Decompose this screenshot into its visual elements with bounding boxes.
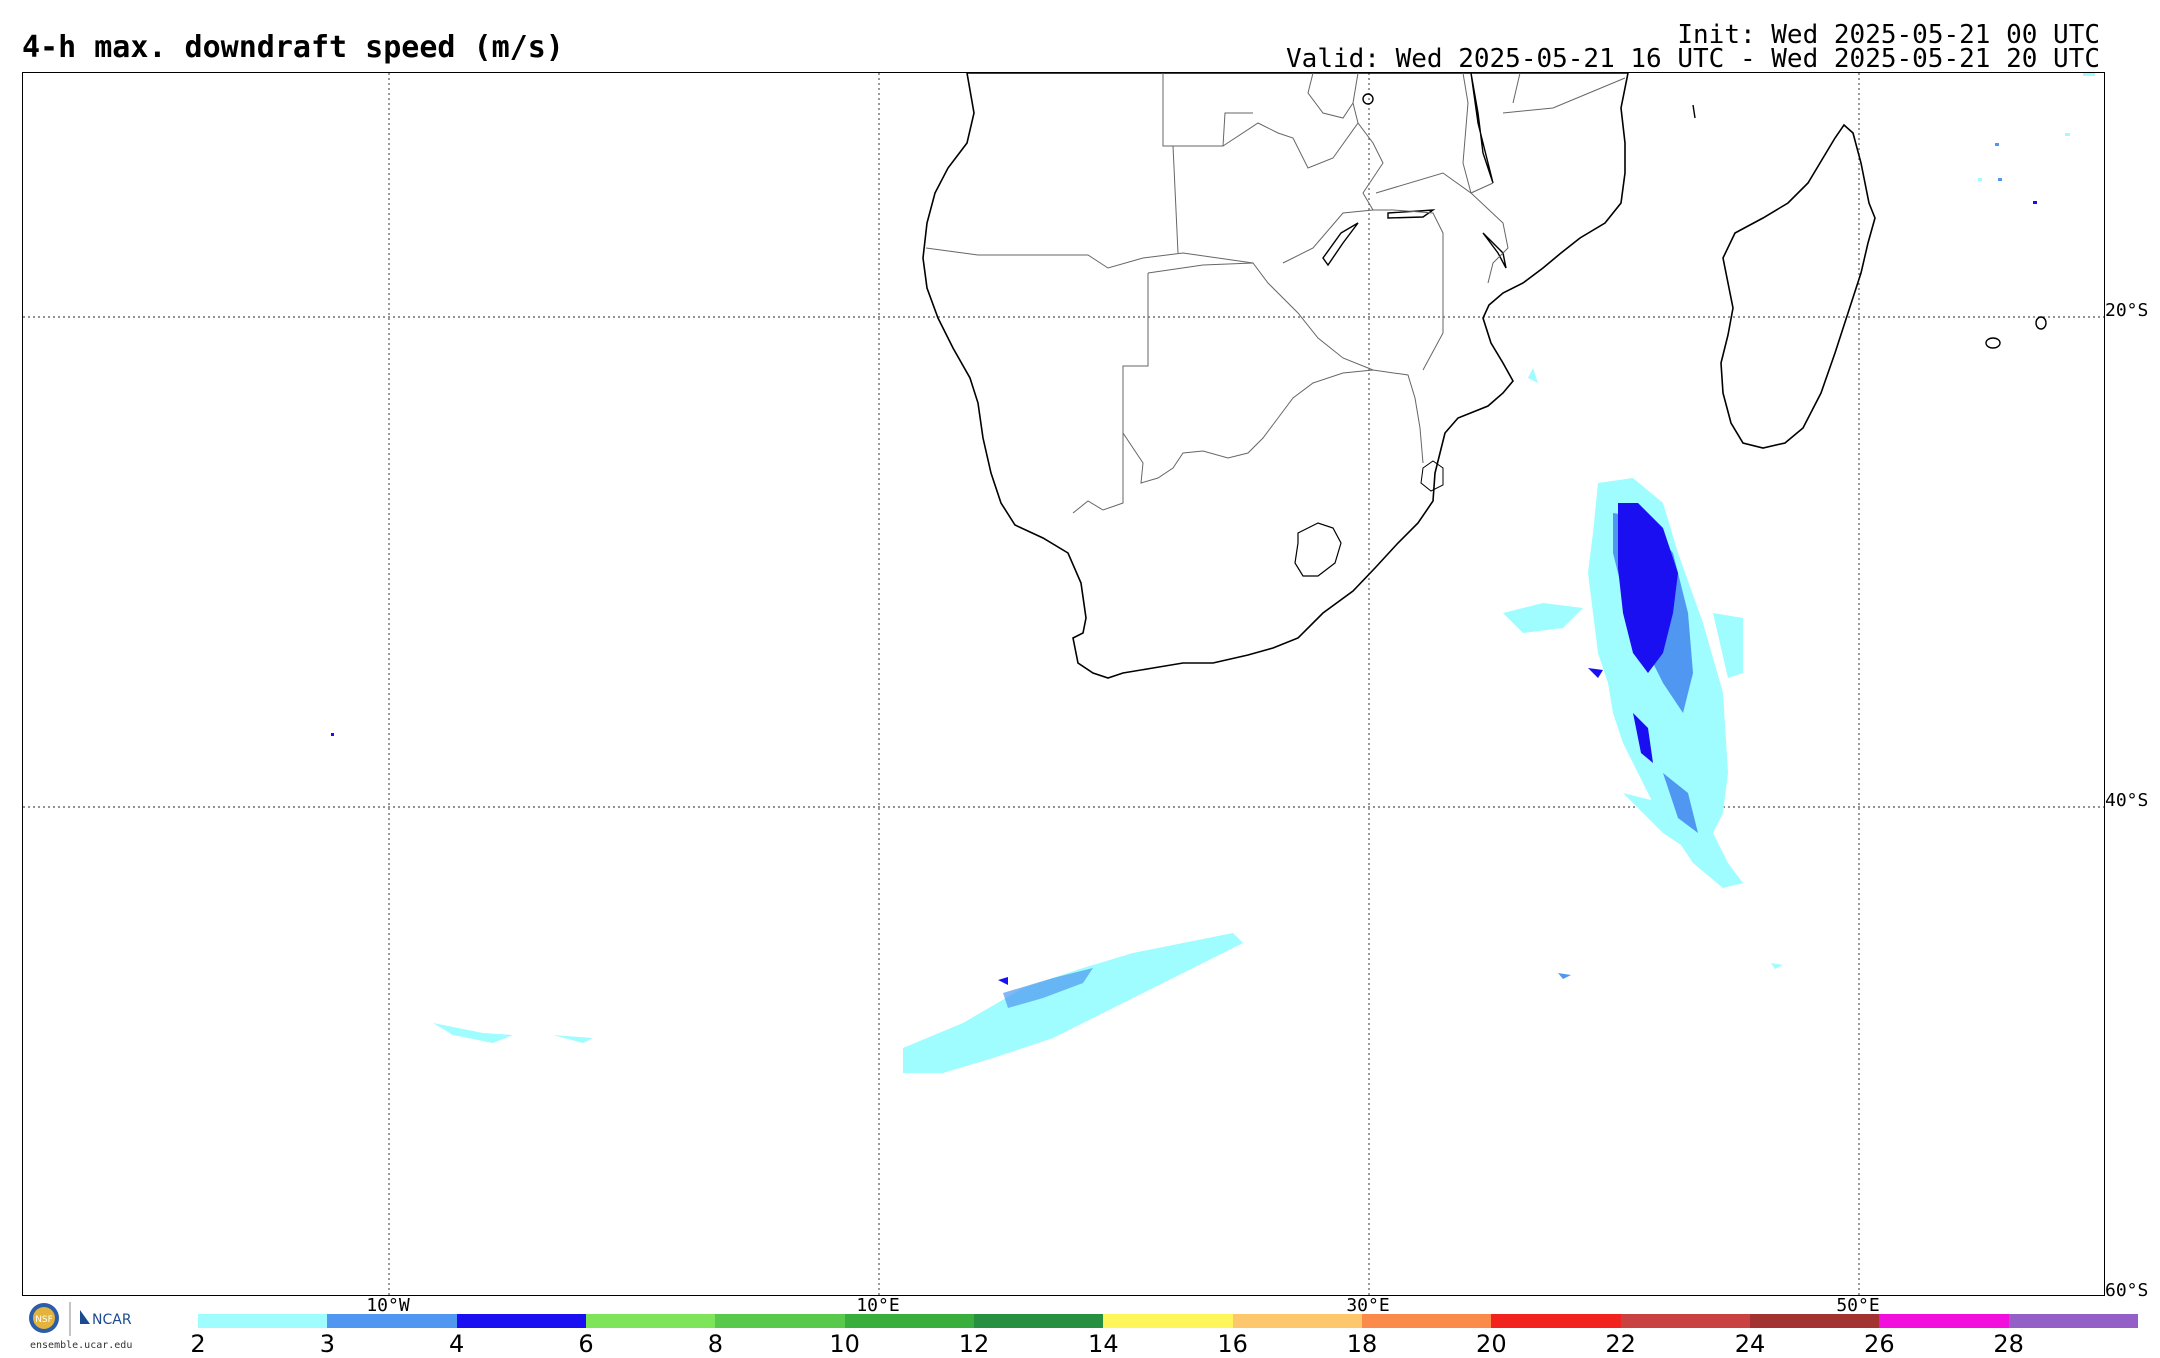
colorbar bbox=[198, 1314, 2138, 1328]
lon-label-50e: 50°E bbox=[1836, 1295, 1880, 1316]
colorbar-tick: 24 bbox=[1734, 1330, 1766, 1358]
colorbar-swatch bbox=[715, 1314, 845, 1328]
valid-time: Valid: Wed 2025-05-21 16 UTC - Wed 2025-… bbox=[1286, 44, 2100, 74]
lat-label-60s: 60°S bbox=[2105, 1280, 2149, 1301]
map-canvas bbox=[23, 73, 2104, 1295]
colorbar-swatch bbox=[1103, 1314, 1233, 1328]
lon-label-30e: 30°E bbox=[1346, 1295, 1390, 1316]
downdraft-shading bbox=[331, 73, 2095, 1073]
colorbar-tick: 26 bbox=[1864, 1330, 1895, 1358]
colorbar-swatch bbox=[1620, 1314, 1750, 1328]
lesotho bbox=[1294, 522, 1342, 577]
colorbar-tick: 16 bbox=[1217, 1330, 1248, 1358]
colorbar-tick: 8 bbox=[707, 1330, 723, 1358]
colorbar-tick: 20 bbox=[1476, 1330, 1507, 1358]
lon-label-10e: 10°E bbox=[856, 1295, 900, 1316]
colorbar-swatch bbox=[1232, 1314, 1362, 1328]
colorbar-swatch bbox=[585, 1314, 716, 1328]
lat-label-40s: 40°S bbox=[2105, 790, 2149, 811]
colorbar-swatch bbox=[198, 1314, 328, 1328]
lat-label-20s: 20°S bbox=[2105, 300, 2149, 321]
init-time: Init: Wed 2025-05-21 00 UTC bbox=[1677, 20, 2100, 50]
colorbar-tick: 18 bbox=[1346, 1330, 1378, 1358]
country-borders bbox=[925, 73, 1626, 514]
colorbar-tick: 2 bbox=[190, 1330, 206, 1358]
colorbar-tick: 4 bbox=[449, 1330, 465, 1358]
logo-url: ensemble.ucar.edu bbox=[30, 1340, 133, 1351]
colorbar-tick: 6 bbox=[578, 1330, 594, 1358]
lakes bbox=[1322, 73, 1507, 269]
colorbar-tick: 10 bbox=[829, 1330, 860, 1358]
colorbar-tick: 22 bbox=[1605, 1330, 1636, 1358]
map-panel[interactable] bbox=[22, 72, 2105, 1296]
colorbar-swatch bbox=[327, 1314, 457, 1328]
colorbar-swatch bbox=[1879, 1314, 2009, 1328]
africa-coastline bbox=[922, 73, 1629, 679]
ncar-mark-icon bbox=[80, 1310, 90, 1324]
svg-text:NSF: NSF bbox=[35, 1315, 53, 1325]
colorbar-swatch bbox=[973, 1314, 1104, 1328]
svg-text:NCAR: NCAR bbox=[92, 1312, 132, 1328]
colorbar-tick: 3 bbox=[319, 1330, 335, 1358]
shading-level-4 bbox=[1618, 503, 1678, 673]
graticule bbox=[23, 73, 2104, 1295]
colorbar-swatch bbox=[456, 1314, 586, 1328]
colorbar-tick: 28 bbox=[1993, 1330, 2024, 1358]
lon-label-10w: 10°W bbox=[366, 1295, 410, 1316]
map-title: 4-h max. downdraft speed (m/s) bbox=[22, 30, 564, 65]
colorbar-swatch bbox=[1491, 1314, 1621, 1328]
nsf-ncar-logo: NSF NCAR bbox=[24, 1300, 154, 1356]
colorbar-swatch bbox=[2008, 1314, 2138, 1328]
madagascar bbox=[1720, 123, 1876, 449]
colorbar-swatch bbox=[1749, 1314, 1880, 1328]
colorbar-swatch bbox=[844, 1314, 974, 1328]
eswatini bbox=[1420, 460, 1444, 492]
islands bbox=[1362, 93, 2047, 349]
colorbar-tick: 12 bbox=[958, 1330, 990, 1358]
colorbar-tick: 14 bbox=[1088, 1330, 1119, 1358]
colorbar-swatch bbox=[1361, 1314, 1492, 1328]
